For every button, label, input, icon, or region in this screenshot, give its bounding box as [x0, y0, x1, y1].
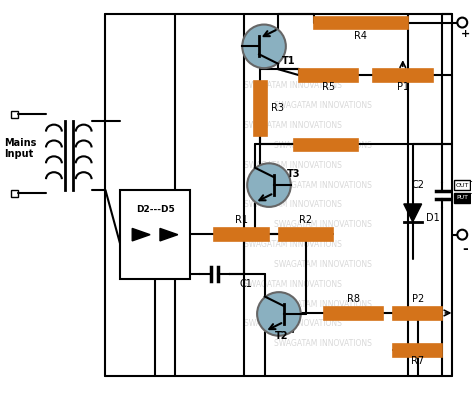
Bar	[455, 193, 470, 203]
Text: R2: R2	[299, 215, 312, 225]
Bar	[373, 69, 433, 82]
Text: SWAGATAM INNOVATIONS: SWAGATAM INNOVATIONS	[244, 320, 342, 329]
Text: R7: R7	[411, 356, 424, 367]
Bar	[299, 69, 358, 82]
Text: SWAGATAM INNOVATIONS: SWAGATAM INNOVATIONS	[274, 260, 372, 269]
Text: SWAGATAM INNOVATIONS: SWAGATAM INNOVATIONS	[244, 280, 342, 289]
Circle shape	[457, 18, 467, 28]
Text: SWAGATAM INNOVATIONS: SWAGATAM INNOVATIONS	[274, 101, 372, 110]
Bar	[11, 190, 18, 197]
Polygon shape	[132, 228, 150, 241]
Text: OUT: OUT	[456, 181, 472, 189]
Bar	[294, 138, 358, 151]
Text: R1: R1	[235, 215, 248, 225]
Circle shape	[457, 230, 467, 240]
Text: T2: T2	[275, 331, 289, 341]
Text: SWAGATAM INNOVATIONS: SWAGATAM INNOVATIONS	[274, 220, 372, 229]
Bar	[120, 190, 190, 279]
Text: SWAGATAM INNOVATIONS: SWAGATAM INNOVATIONS	[274, 339, 372, 348]
Polygon shape	[404, 204, 422, 222]
Text: Mains
Input: Mains Input	[4, 138, 37, 159]
Text: D2---D5: D2---D5	[136, 205, 174, 214]
Text: P2: P2	[411, 294, 424, 304]
Polygon shape	[160, 228, 178, 241]
Text: OUT: OUT	[456, 183, 469, 187]
Text: SWAGATAM INNOVATIONS: SWAGATAM INNOVATIONS	[274, 299, 372, 309]
Circle shape	[247, 163, 291, 207]
Text: -: -	[462, 242, 468, 255]
Text: SWAGATAM INNOVATIONS: SWAGATAM INNOVATIONS	[244, 240, 342, 249]
Text: PUT: PUT	[456, 195, 468, 200]
Bar	[279, 228, 333, 241]
Circle shape	[257, 292, 301, 336]
Text: C2: C2	[411, 180, 425, 190]
Text: T1: T1	[282, 56, 295, 66]
Text: R4: R4	[354, 31, 367, 41]
Text: SWAGATAM INNOVATIONS: SWAGATAM INNOVATIONS	[244, 200, 342, 209]
Circle shape	[242, 24, 286, 68]
Bar	[324, 307, 383, 320]
Bar	[254, 81, 267, 136]
Text: C1: C1	[239, 279, 252, 289]
Text: SWAGATAM INNOVATIONS: SWAGATAM INNOVATIONS	[244, 161, 342, 170]
Text: SWAGATAM INNOVATIONS: SWAGATAM INNOVATIONS	[244, 81, 342, 90]
Text: R3: R3	[271, 103, 284, 113]
Bar	[393, 344, 442, 356]
Text: T3: T3	[287, 169, 301, 179]
Text: P1: P1	[397, 82, 409, 92]
Text: PUT: PUT	[457, 193, 472, 202]
Text: SWAGATAM INNOVATIONS: SWAGATAM INNOVATIONS	[244, 121, 342, 130]
Text: D1: D1	[426, 213, 439, 223]
Text: R8: R8	[347, 294, 360, 304]
Bar	[455, 180, 470, 190]
Bar	[214, 228, 269, 241]
Bar	[314, 17, 408, 29]
Text: R5: R5	[322, 82, 335, 92]
Text: SWAGATAM INNOVATIONS: SWAGATAM INNOVATIONS	[274, 181, 372, 189]
Bar	[393, 307, 442, 320]
Text: SWAGATAM INNOVATIONS: SWAGATAM INNOVATIONS	[274, 141, 372, 150]
Text: +: +	[461, 29, 470, 39]
Bar	[11, 111, 18, 118]
